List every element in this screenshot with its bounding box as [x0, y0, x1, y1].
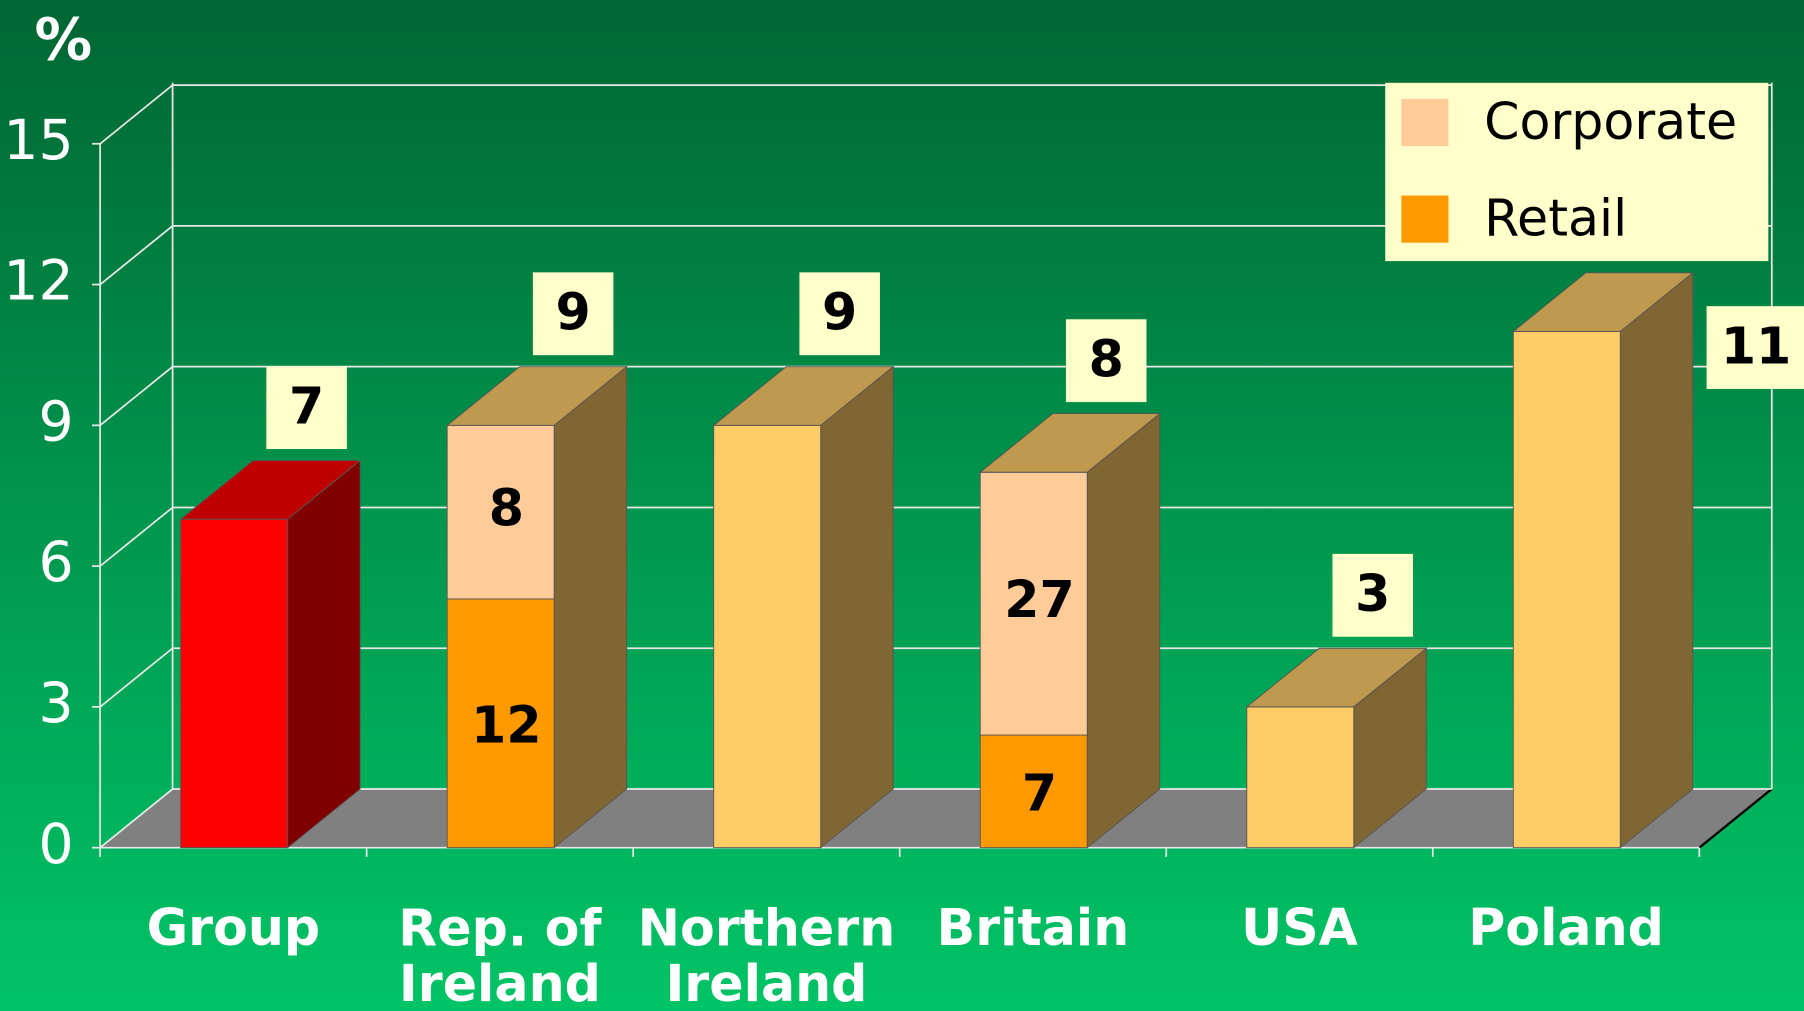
bar-segment	[979, 734, 1088, 849]
legend-label: Retail	[1484, 188, 1627, 247]
segment-label: 7	[1022, 764, 1057, 823]
value-label-box	[1332, 553, 1414, 637]
bar	[1246, 706, 1355, 849]
x-tick-label: USA	[1241, 898, 1358, 957]
legend	[1385, 82, 1769, 262]
y-tick-label: 3	[39, 672, 74, 736]
bar-side	[820, 365, 894, 849]
value-label-box	[1706, 306, 1804, 389]
x-tick-label: Britain	[937, 898, 1130, 957]
value-label: 3	[1355, 564, 1390, 623]
bar-side	[287, 459, 361, 849]
x-tick-label: Northern Ireland	[638, 898, 896, 1011]
grid-line	[99, 788, 1772, 849]
grid-line	[99, 506, 1772, 567]
grid-line	[99, 84, 1772, 145]
bar	[180, 518, 289, 849]
bar	[713, 424, 822, 849]
bar-top	[978, 413, 1162, 473]
y-tick-label: 15	[3, 109, 73, 173]
bar-segment	[446, 598, 555, 849]
grid-line	[99, 647, 1772, 708]
legend-swatch	[1401, 98, 1449, 147]
grid-line	[99, 365, 1772, 427]
value-label: 9	[822, 283, 857, 342]
bar-top	[1245, 647, 1428, 708]
y-tick-label: 0	[39, 813, 74, 877]
value-label: 7	[289, 376, 324, 435]
x-tick-label-line: Ireland	[665, 953, 867, 1011]
bar-side	[1619, 271, 1694, 849]
x-tick-label-line: Ireland	[399, 953, 601, 1011]
value-label-box	[799, 272, 880, 356]
bar-side	[1086, 412, 1161, 849]
y-axis-label: %	[34, 6, 92, 73]
value-label-box	[1065, 319, 1147, 403]
bar-top	[179, 460, 362, 520]
legend-label: Corporate	[1484, 92, 1737, 151]
y-tick-label: 6	[39, 531, 74, 595]
x-tick-label-line: Northern	[638, 898, 896, 957]
x-tick-label: Poland	[1468, 898, 1664, 957]
value-label: 8	[1089, 329, 1124, 388]
bar	[1512, 331, 1621, 849]
y-tick-label: 12	[3, 250, 73, 314]
bar-top	[1512, 272, 1695, 332]
floor-edge	[1698, 788, 1773, 849]
bar-top	[445, 366, 628, 426]
value-label-box	[532, 272, 614, 356]
x-tick-label: Group	[147, 898, 321, 957]
value-label: 11	[1721, 316, 1791, 375]
segment-label: 27	[1004, 570, 1074, 629]
segment-label: 8	[489, 479, 524, 538]
y-tick-label: 9	[39, 390, 74, 454]
x-tick-label-line: Rep. of	[398, 898, 602, 957]
bar-segment	[979, 471, 1088, 736]
x-tick-label: Rep. of Ireland	[398, 898, 602, 1011]
bar-top	[712, 366, 895, 426]
legend-swatch	[1401, 195, 1449, 243]
grid-line	[99, 225, 1772, 286]
value-label: 9	[556, 283, 591, 342]
bar-side	[553, 365, 628, 849]
segment-label: 12	[471, 696, 541, 755]
value-label-box	[266, 366, 347, 450]
